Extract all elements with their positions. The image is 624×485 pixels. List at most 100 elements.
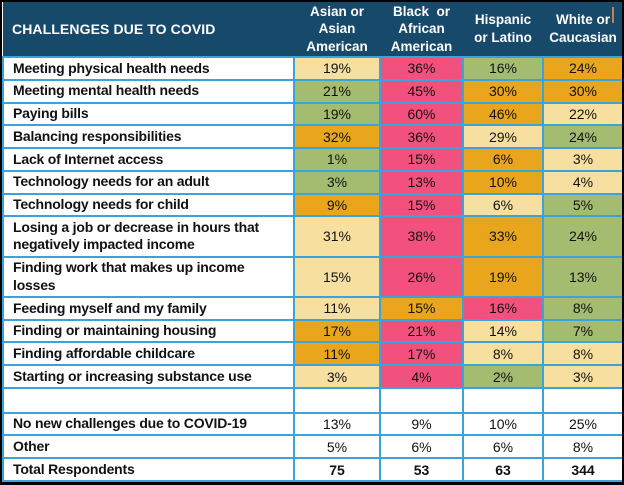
challenge-row: Meeting physical health needs 19% 36% 16% 24… (2, 56, 622, 81)
empty-cell (379, 386, 464, 414)
value-cell: 10% (462, 411, 544, 437)
value-cell: 6% (462, 147, 544, 172)
value-cell: 11% (293, 341, 381, 367)
value-cell: 13% (293, 411, 381, 437)
value-cell: 8% (542, 341, 622, 367)
value-cell: 21% (379, 318, 464, 344)
value-cell: 9% (293, 192, 381, 218)
value-cell: 19% (293, 56, 381, 81)
value-cell: 2% (462, 364, 544, 389)
value-cell: 16% (462, 295, 544, 321)
value-cell: 36% (379, 124, 464, 149)
spacer-row (2, 386, 622, 414)
value-cell: 5% (293, 434, 381, 460)
row-label: Lack of Internet access (2, 147, 295, 172)
text-cursor-artifact (612, 7, 614, 23)
value-cell: 24% (542, 56, 622, 81)
row-label: Meeting mental health needs (2, 78, 295, 104)
value-cell: 14% (462, 318, 544, 344)
value-cell: 3% (293, 364, 381, 389)
value-cell: 8% (542, 434, 622, 460)
value-cell: 15% (379, 192, 464, 218)
value-cell: 8% (462, 341, 544, 367)
value-cell: 75 (293, 457, 381, 482)
challenge-row: Starting or increasing substance use 3% 4%… (2, 364, 622, 389)
challenge-row: Feeding myself and my family 11% 15% 16% 8% (2, 295, 622, 321)
value-cell: 3% (542, 147, 622, 172)
challenge-row: Paying bills 19% 60% 46% 22% (2, 101, 622, 127)
column-header-white: White or Caucasian (543, 2, 622, 58)
value-cell: 30% (462, 78, 544, 104)
value-cell: 10% (462, 169, 544, 195)
value-cell: 46% (462, 101, 544, 127)
empty-cell (2, 386, 295, 414)
value-cell: 36% (379, 56, 464, 81)
value-cell: 13% (379, 169, 464, 195)
row-label: Finding work that makes up income losses (2, 255, 295, 298)
challenge-row: Meeting mental health needs 21% 45% 30% 30% (2, 78, 622, 104)
row-label: Balancing responsibilities (2, 124, 295, 149)
row-label: Meeting physical health needs (2, 56, 295, 81)
value-cell: 32% (293, 124, 381, 149)
value-cell: 7% (542, 318, 622, 344)
value-cell: 26% (379, 255, 464, 298)
value-cell: 4% (542, 169, 622, 195)
value-cell: 21% (293, 78, 381, 104)
value-cell: 31% (293, 215, 381, 258)
value-cell: 19% (293, 101, 381, 127)
challenge-row: Technology needs for child 9% 15% 6% 5% (2, 192, 622, 218)
value-cell: 24% (542, 215, 622, 258)
challenge-row: Finding work that makes up income losses… (2, 255, 622, 298)
value-cell: 29% (462, 124, 544, 149)
value-cell: 3% (542, 364, 622, 389)
empty-cell (542, 386, 622, 414)
value-cell: 63 (462, 457, 544, 482)
challenge-row: Technology needs for an adult 3% 13% 10% 4% (2, 169, 622, 195)
value-cell: 1% (293, 147, 381, 172)
empty-cell (462, 386, 544, 414)
value-cell: 9% (379, 411, 464, 437)
row-label: Paying bills (2, 101, 295, 127)
row-label: Technology needs for child (2, 192, 295, 218)
challenge-row: Balancing responsibilities 32% 36% 29% 24% (2, 124, 622, 149)
challenge-row: Lack of Internet access 1% 15% 6% 3% (2, 147, 622, 172)
value-cell: 53 (379, 457, 464, 482)
value-cell: 33% (462, 215, 544, 258)
value-cell: 6% (462, 434, 544, 460)
value-cell: 38% (379, 215, 464, 258)
value-cell: 17% (293, 318, 381, 344)
row-label: Technology needs for an adult (2, 169, 295, 195)
value-cell: 6% (379, 434, 464, 460)
column-header-asian: Asian or Asian American (294, 2, 380, 58)
value-cell: 17% (379, 341, 464, 367)
challenge-row: Finding affordable childcare 11% 17% 8% 8% (2, 341, 622, 367)
row-label: Total Respondents (2, 457, 295, 482)
value-cell: 3% (293, 169, 381, 195)
table-title: CHALLENGES DUE TO COVID (3, 2, 294, 58)
row-label: Finding or maintaining housing (2, 318, 295, 344)
value-cell: 45% (379, 78, 464, 104)
value-cell: 15% (379, 147, 464, 172)
value-cell: 8% (542, 295, 622, 321)
value-cell: 13% (542, 255, 622, 298)
column-header-black: Black or African American (380, 2, 463, 58)
value-cell: 4% (379, 364, 464, 389)
header-row: CHALLENGES DUE TO COVID Asian or Asian A… (3, 2, 622, 58)
value-cell: 16% (462, 56, 544, 81)
value-cell: 19% (462, 255, 544, 298)
value-cell: 60% (379, 101, 464, 127)
row-label: Feeding myself and my family (2, 295, 295, 321)
row-label: Finding affordable childcare (2, 341, 295, 367)
summary-row: No new challenges due to COVID-19 13% 9% 10… (2, 411, 622, 437)
row-label: Starting or increasing substance use (2, 364, 295, 389)
value-cell: 6% (462, 192, 544, 218)
value-cell: 344 (542, 457, 622, 482)
value-cell: 5% (542, 192, 622, 218)
row-label: No new challenges due to COVID-19 (2, 411, 295, 437)
value-cell: 11% (293, 295, 381, 321)
value-cell: 24% (542, 124, 622, 149)
empty-cell (293, 386, 381, 414)
summary-row: Other 5% 6% 6% 8% (2, 434, 622, 460)
